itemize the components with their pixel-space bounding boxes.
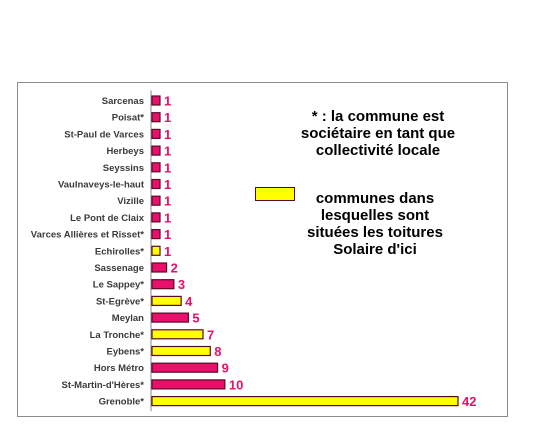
category-label: Vizille (117, 196, 144, 207)
category-label: St-Egrève* (96, 296, 144, 307)
bar (151, 195, 161, 206)
category-label: Herbeys (107, 146, 145, 157)
legend-highlight-label: communes dans lesquelles sont situées le… (307, 190, 443, 258)
data-label: 5 (192, 311, 199, 326)
bar-chart: Sarcenas 1 Poisat* 1 St-Paul de Varces 1 Herbe… (31, 90, 476, 412)
bar (151, 229, 161, 240)
data-label: 9 (222, 361, 229, 376)
bar (151, 295, 182, 306)
legend-highlight-swatch (255, 187, 295, 201)
data-label: 1 (164, 94, 171, 109)
category-label: Varces Allières et Risset* (31, 230, 144, 241)
category-label: Echirolles* (95, 246, 144, 257)
bar (151, 128, 161, 140)
data-label: 1 (164, 127, 171, 142)
bar (151, 262, 168, 273)
bar (151, 379, 226, 390)
category-label: Hors Métro (94, 363, 144, 374)
category-label: Sarcenas (102, 96, 144, 107)
bar (151, 162, 161, 173)
data-label: 1 (164, 160, 171, 175)
data-label: 3 (178, 277, 185, 292)
data-label: 1 (164, 144, 171, 159)
bar (151, 178, 161, 190)
bar (151, 212, 161, 223)
data-label: 2 (171, 261, 178, 276)
category-label: La Tronche* (90, 330, 145, 341)
data-label: 1 (164, 110, 171, 125)
category-label: Le Sappey* (93, 280, 145, 291)
bar (151, 245, 161, 256)
category-label: Poisat* (112, 113, 145, 124)
bar (151, 312, 190, 323)
bar (151, 145, 161, 156)
data-label: 1 (164, 227, 171, 242)
category-label: Vaulnaveys-le-haut (58, 180, 145, 191)
data-label: 42 (462, 394, 476, 409)
category-label: Seyssins (103, 163, 144, 174)
bar (151, 345, 211, 357)
data-label: 7 (207, 327, 214, 342)
data-label: 1 (164, 210, 171, 225)
data-label: 8 (214, 344, 221, 359)
category-label: Eybens* (107, 347, 145, 358)
data-label: 4 (185, 294, 193, 309)
category-label: St-Paul de Varces (64, 129, 144, 140)
bar (151, 279, 175, 290)
data-label: 10 (229, 377, 243, 392)
data-label: 1 (164, 177, 171, 192)
category-label: Meylan (112, 313, 144, 324)
bar (151, 329, 204, 340)
bar (151, 112, 161, 123)
category-label: Le Pont de Claix (70, 213, 145, 224)
bar (151, 362, 219, 373)
data-label: 1 (164, 244, 171, 259)
category-label: Grenoble* (99, 397, 145, 408)
asterisk-note: * : la commune est sociétaire en tant qu… (300, 108, 456, 159)
data-label: 1 (164, 194, 171, 209)
bar (151, 95, 161, 106)
category-label: St-Martin-d'Hères* (62, 380, 145, 391)
bar (151, 396, 459, 407)
category-label: Sassenage (94, 263, 144, 274)
chart-frame: Sarcenas 1 Poisat* 1 St-Paul de Varces 1 Herbe… (17, 82, 508, 417)
